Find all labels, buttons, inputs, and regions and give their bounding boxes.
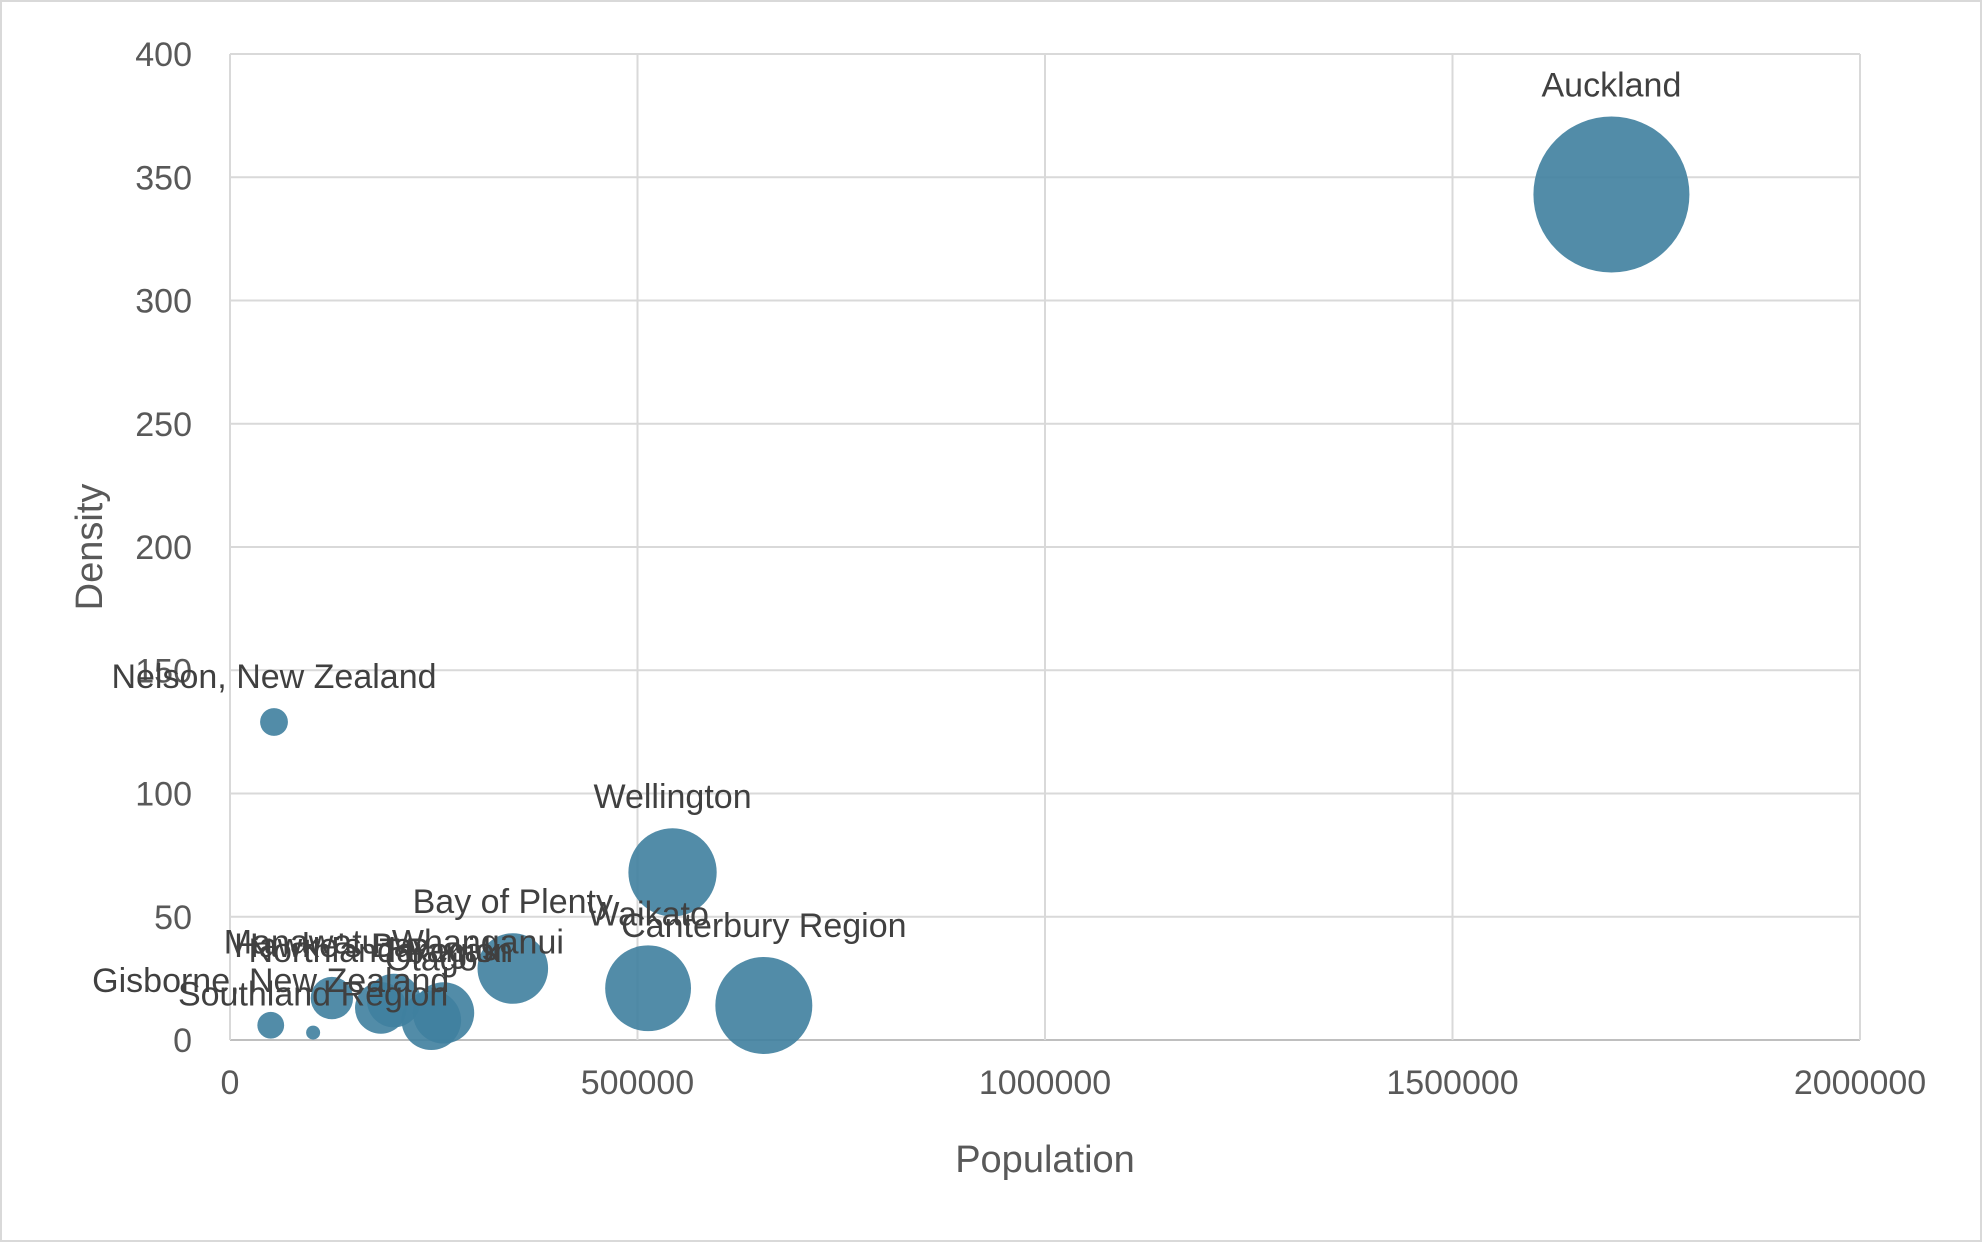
bubble-data-label: Hawke's Bay [234,927,429,965]
x-tick-label: 1000000 [979,1064,1111,1102]
x-tick-label: 500000 [581,1064,694,1102]
bubble [477,933,549,1004]
bubble-data-label: Northland Region [248,932,513,970]
x-tick-label: 2000000 [1794,1064,1926,1102]
x-tick-label: 1500000 [1386,1064,1518,1102]
bubble-series [257,116,1690,1054]
bubble-data-label: Manawatu-Whanganui [224,924,564,962]
bubble-data-label: Southland Region [178,976,448,1014]
bubble-data-label: Bay of Plenty [413,883,613,921]
bubble-data-label: Taranaki [379,932,508,970]
bubble [715,957,813,1054]
x-axis-title: Population [955,1139,1135,1181]
bubble-data-label: Wellington [593,778,751,816]
bubble-data-label: Canterbury Region [621,907,906,945]
y-tick-label: 400 [135,36,192,74]
bubble [306,1025,321,1040]
bubble-data-label: Auckland [1541,67,1681,105]
y-tick-label: 0 [173,1022,192,1060]
bubble-data-label: Waikato [587,895,709,933]
bubble-data-label: Nelson, New Zealand [111,658,436,696]
bubble [260,708,288,736]
y-axis-title: Density [69,484,111,611]
gridlines [229,53,1861,1041]
bubble [310,976,354,1020]
y-tick-label: 100 [135,776,192,814]
bubble [257,1011,285,1039]
x-tick-labels: 0 500000 1000000 1500000 2000000 [221,1064,1927,1102]
bubble [355,982,407,1034]
y-tick-label: 250 [135,406,192,444]
y-tick-label: 350 [135,159,192,197]
bubble-data-label: Otago [385,941,478,979]
x-tick-label: 0 [221,1064,240,1102]
bubble [605,945,692,1032]
bubble-data-label: Gisborne, New Zealand [92,962,449,1000]
y-tick-label: 200 [135,529,192,567]
bubble [628,828,717,917]
bubble [401,990,462,1051]
y-tick-label: 50 [154,899,192,937]
bubble [1533,116,1690,273]
y-tick-labels: 0 50 100 150 200 250 300 350 400 [135,36,192,1060]
y-tick-label: 300 [135,283,192,321]
y-tick-label: 150 [135,652,192,690]
